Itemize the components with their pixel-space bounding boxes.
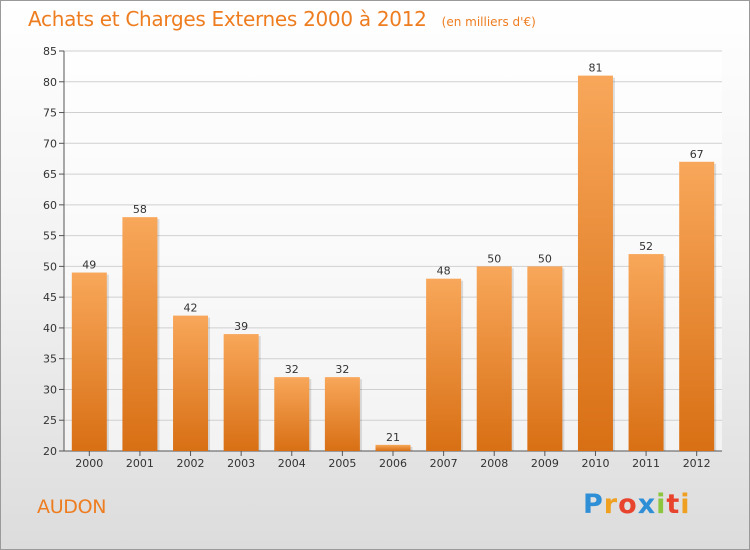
y-tick-label: 80 (43, 76, 57, 89)
logo-letter: t (666, 489, 681, 520)
x-tick-label: 2011 (632, 457, 660, 470)
y-tick-label: 85 (43, 45, 57, 58)
x-tick-label: 2002 (177, 457, 205, 470)
chart-title: Achats et Charges Externes 2000 à 2012 (28, 7, 427, 31)
bar (679, 161, 715, 451)
data-label: 48 (437, 265, 451, 278)
plot-area (64, 51, 722, 451)
bar (122, 217, 158, 451)
x-tick-label: 2009 (531, 457, 559, 470)
logo-letter: x (637, 489, 657, 520)
data-label: 32 (335, 363, 349, 376)
y-tick-label: 40 (43, 322, 57, 335)
proxiti-logo: Proxiti (583, 489, 691, 520)
x-tick-label: 2003 (227, 457, 255, 470)
logo-letter: r (603, 489, 619, 520)
x-tick-label: 2006 (379, 457, 407, 470)
bar (173, 315, 209, 451)
y-tick-label: 60 (43, 199, 57, 212)
bar (274, 377, 310, 451)
title-row: Achats et Charges Externes 2000 à 2012 (… (28, 7, 536, 31)
data-label: 50 (538, 252, 552, 265)
data-label: 39 (234, 320, 248, 333)
chart-unit: (en milliers d'€) (441, 15, 536, 29)
y-tick-label: 35 (43, 353, 57, 366)
x-tick-label: 2004 (278, 457, 306, 470)
place-name: AUDON (37, 496, 107, 518)
x-tick-label: 2008 (480, 457, 508, 470)
data-label: 32 (285, 363, 299, 376)
bar (426, 278, 462, 451)
x-tick-label: 2001 (126, 457, 154, 470)
x-tick-label: 2007 (430, 457, 458, 470)
y-tick-label: 30 (43, 383, 57, 396)
y-tick-label: 20 (43, 445, 57, 458)
logo-letter: P (583, 489, 604, 520)
logo-letter: i (656, 489, 667, 520)
y-tick-label: 25 (43, 414, 57, 427)
data-label: 67 (690, 148, 704, 161)
y-tick-label: 45 (43, 291, 57, 304)
bar (476, 266, 512, 451)
y-tick-label: 70 (43, 137, 57, 150)
y-tick-label: 55 (43, 230, 57, 243)
data-label: 58 (133, 203, 147, 216)
data-label: 49 (82, 259, 96, 272)
logo-letter: i (680, 489, 691, 520)
bar (577, 75, 613, 451)
x-tick-label: 2012 (683, 457, 711, 470)
data-label: 81 (588, 62, 602, 75)
bar (324, 377, 360, 451)
y-tick-label: 65 (43, 168, 57, 181)
data-label: 21 (386, 431, 400, 444)
logo-letter: o (618, 489, 638, 520)
x-tick-label: 2005 (328, 457, 356, 470)
bar (223, 334, 259, 451)
y-tick-label: 50 (43, 260, 57, 273)
bar (375, 444, 411, 451)
data-label: 42 (184, 302, 198, 315)
bar (71, 272, 107, 451)
y-tick-label: 75 (43, 107, 57, 120)
x-tick-label: 2000 (75, 457, 103, 470)
bar (628, 254, 664, 451)
data-label: 50 (487, 252, 501, 265)
bar (527, 266, 563, 451)
x-tick-label: 2010 (581, 457, 609, 470)
data-label: 52 (639, 240, 653, 253)
